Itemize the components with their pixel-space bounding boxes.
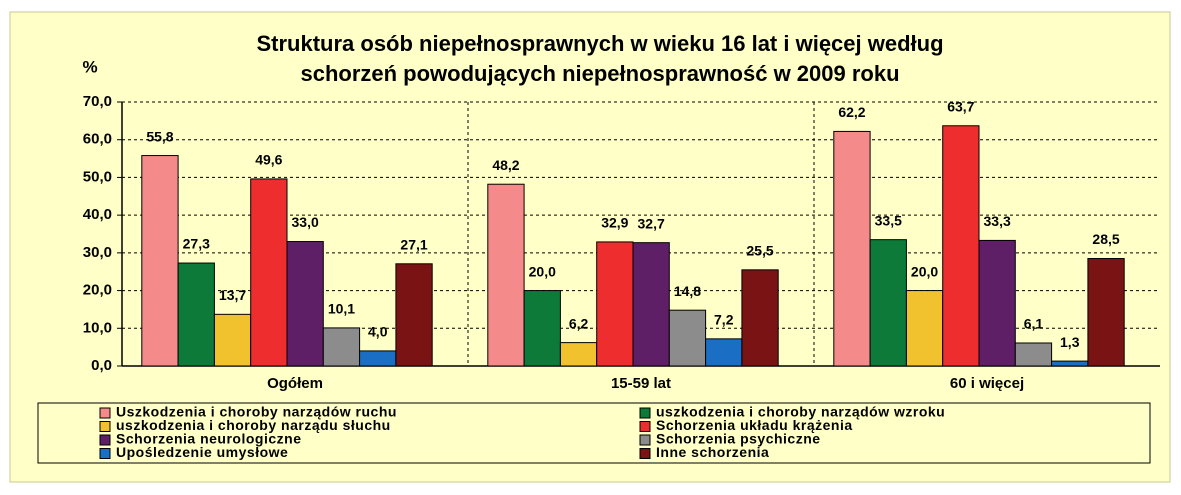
bar	[286, 241, 324, 367]
legend-label: Schorzenia układu krążenia	[656, 417, 853, 433]
y-tick-label: 40,0	[83, 206, 112, 223]
data-label: 13,7	[219, 287, 246, 303]
data-label: 7,2	[714, 312, 734, 328]
data-label: 27,3	[183, 236, 210, 252]
legend-swatch	[639, 407, 651, 419]
bar	[905, 290, 944, 367]
y-tick-label: 20,0	[83, 282, 112, 299]
legend-swatch	[99, 407, 111, 419]
bar	[978, 239, 1016, 367]
y-tick-label: 70,0	[83, 93, 112, 110]
bar	[833, 130, 871, 367]
legend-label: Upośledzenie umysłowe	[116, 444, 288, 460]
data-label: 55,8	[146, 128, 173, 144]
bar	[322, 327, 361, 367]
legend-swatch	[99, 434, 111, 446]
data-label: 49,6	[255, 152, 282, 168]
data-label: 32,7	[638, 215, 665, 231]
data-label: 32,9	[601, 215, 628, 231]
bar	[250, 178, 288, 367]
legend-label: Inne schorzenia	[656, 444, 769, 460]
legend-box	[37, 402, 1151, 464]
bar	[632, 242, 670, 367]
bar	[1014, 342, 1053, 367]
data-label: 1,3	[1060, 334, 1080, 350]
bar	[359, 350, 397, 367]
bar	[596, 241, 634, 367]
data-label: 33,3	[984, 213, 1011, 229]
data-label: 14,8	[674, 283, 701, 299]
bar	[741, 269, 779, 367]
legend-swatch	[639, 434, 651, 446]
bar	[1087, 258, 1125, 367]
bar	[559, 342, 598, 367]
bar	[869, 239, 907, 367]
x-tick-label: 60 i więcej	[950, 375, 1024, 392]
chart-title: schorzeń powodujących niepełnosprawność …	[300, 61, 899, 86]
y-tick-label: 10,0	[83, 319, 112, 336]
data-label: 27,1	[400, 236, 427, 252]
legend-label: uszkodzenia i choroby narządów wzroku	[656, 404, 945, 420]
x-tick-label: Ogółem	[267, 375, 323, 392]
bar	[487, 183, 525, 367]
bar	[1051, 360, 1089, 367]
chart-title: Struktura osób niepełnosprawnych w wieku…	[256, 31, 943, 56]
legend-label: uszkodzenia i choroby narządu słuchu	[116, 417, 391, 433]
bar	[705, 338, 743, 367]
data-label: 28,5	[1092, 231, 1119, 247]
bar	[942, 125, 980, 367]
data-label: 33,5	[875, 212, 902, 228]
y-tick-label: 60,0	[83, 131, 112, 148]
bar	[668, 309, 707, 367]
legend-label: Schorzenia psychiczne	[656, 431, 821, 447]
bar	[395, 263, 433, 367]
data-label: 48,2	[492, 157, 519, 173]
data-label: 62,2	[838, 104, 865, 120]
y-tick-label: 30,0	[83, 244, 112, 261]
legend-swatch	[99, 421, 111, 432]
legend-label: Schorzenia neurologiczne	[116, 431, 301, 447]
x-tick-label: 15-59 lat	[611, 375, 671, 392]
data-label: 6,1	[1024, 316, 1044, 332]
bar	[141, 155, 179, 367]
legend-swatch	[99, 448, 111, 459]
data-label: 33,0	[292, 214, 319, 230]
data-label: 6,2	[569, 315, 589, 331]
legend-label: Uszkodzenia i choroby narządów ruchu	[116, 404, 397, 420]
legend-swatch	[639, 448, 651, 459]
bar	[177, 262, 215, 367]
bar	[213, 313, 252, 367]
legend-swatch	[639, 421, 651, 432]
data-label: 4,0	[368, 324, 388, 340]
y-axis-label: %	[82, 57, 97, 76]
data-label: 10,1	[328, 301, 355, 317]
data-label: 63,7	[947, 98, 974, 114]
data-label: 25,5	[746, 243, 773, 259]
y-tick-label: 50,0	[83, 168, 112, 185]
data-label: 20,0	[911, 263, 938, 279]
data-label: 20,0	[529, 263, 556, 279]
y-tick-label: 0,0	[91, 357, 112, 374]
bar	[523, 290, 561, 367]
